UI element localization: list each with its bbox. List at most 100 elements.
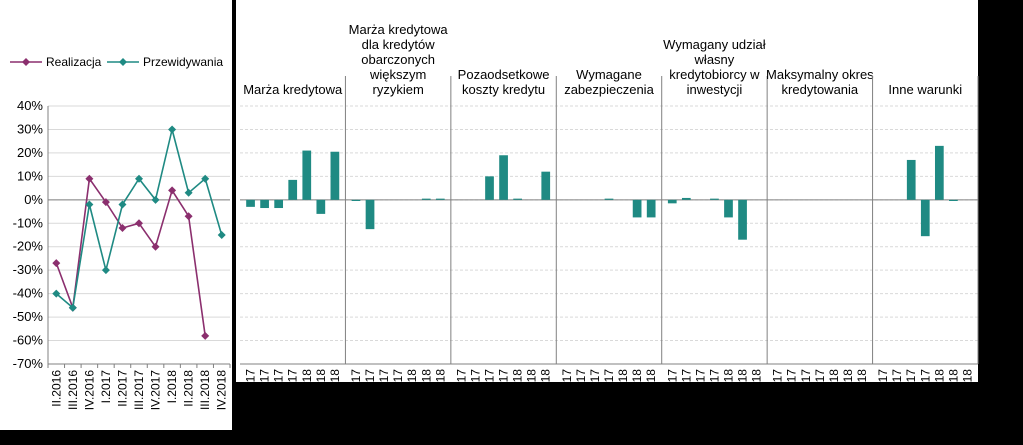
bar: [949, 199, 958, 201]
group-title: własny: [694, 52, 735, 67]
bar-tick-label: 17: [890, 369, 904, 383]
bar-tick-label: 18: [539, 369, 553, 383]
bar: [499, 155, 508, 200]
x-tick-label: II.2017: [115, 370, 129, 407]
group-title: ryzykiem: [373, 82, 424, 97]
bar-tick-label: 18: [946, 369, 960, 383]
legend-marker: [119, 58, 127, 66]
bar-tick-label: 18: [736, 369, 750, 383]
bar-tick-label: 18: [511, 369, 525, 383]
group-title: Pozaodsetkowe: [458, 67, 550, 82]
data-point-marker: [68, 303, 77, 312]
bar: [485, 176, 494, 200]
x-tick-label: II.2018: [182, 370, 196, 407]
line-chart-panel: [0, 0, 232, 430]
bar: [274, 199, 284, 209]
x-tick-label: IV.2016: [82, 370, 96, 411]
y-tick-label: -30%: [13, 262, 44, 277]
bar-tick-label: 17: [918, 369, 932, 383]
data-point-marker: [168, 186, 177, 195]
group-title: zabezpieczenia: [564, 82, 654, 97]
data-point-marker: [168, 125, 177, 134]
bar: [351, 199, 361, 201]
data-point-marker: [118, 200, 127, 209]
x-tick-label: I.2018: [165, 370, 179, 404]
bar-tick-label: 18: [433, 369, 447, 383]
bar-tick-label: 17: [258, 369, 272, 383]
y-tick-label: 30%: [17, 121, 43, 136]
bar-tick-label: 17: [244, 369, 258, 383]
data-point-marker: [151, 242, 160, 251]
bar-tick-label: 17: [454, 369, 468, 383]
series-line-realizacja: [55, 176, 206, 337]
data-point-marker: [118, 223, 127, 232]
y-tick-label: -10%: [13, 215, 44, 230]
y-tick-label: 20%: [17, 145, 43, 160]
bar: [710, 198, 719, 200]
data-point-marker: [52, 289, 61, 298]
data-point-marker: [184, 212, 193, 221]
bar-tick-label: 17: [679, 369, 693, 383]
data-point-marker: [184, 188, 193, 197]
bar-tick-label: 17: [349, 369, 363, 383]
legend-label: Realizacja: [46, 55, 102, 69]
data-point-marker: [201, 331, 210, 340]
data-point-marker: [151, 195, 160, 204]
bar-tick-label: 18: [644, 369, 658, 383]
bar-tick-label: 18: [932, 369, 946, 383]
bar-tick-label: 18: [630, 369, 644, 383]
bar-tick-label: 18: [827, 369, 841, 383]
y-tick-label: -20%: [13, 239, 44, 254]
bar: [365, 199, 375, 230]
y-tick-label: -60%: [13, 333, 44, 348]
bar: [260, 199, 269, 209]
bar-tick-label: 18: [841, 369, 855, 383]
bar-tick-label: 18: [405, 369, 419, 383]
group-title: Maksymalny okres: [766, 67, 874, 82]
x-tick-label: IV.2017: [149, 370, 163, 411]
y-tick-label: 10%: [17, 168, 43, 183]
bar: [906, 159, 916, 200]
group-title: Inne warunki: [888, 82, 962, 97]
bar: [920, 199, 930, 237]
bar: [604, 198, 614, 200]
bar-tick-label: 17: [574, 369, 588, 383]
bar-tick-label: 17: [799, 369, 813, 383]
bar-tick-label: 18: [300, 369, 314, 383]
bar-tick-label: 17: [588, 369, 602, 383]
bar-tick-label: 17: [771, 369, 785, 383]
bar: [421, 198, 431, 200]
bar: [330, 151, 340, 200]
bar: [302, 150, 312, 200]
x-tick-label: III.2016: [66, 370, 80, 410]
data-point-marker: [201, 174, 210, 183]
bar-tick-label: 18: [721, 369, 735, 383]
group-title: Marża kredytowa: [243, 82, 343, 97]
bar-tick-label: 17: [693, 369, 707, 383]
bar: [646, 199, 656, 218]
data-point-marker: [217, 231, 226, 239]
bar-tick-label: 18: [525, 369, 539, 383]
bar-tick-label: 17: [785, 369, 799, 383]
bar: [316, 199, 326, 214]
y-tick-label: -50%: [13, 309, 44, 324]
bar: [632, 199, 642, 218]
bar-tick-label: 17: [286, 369, 300, 383]
bar: [681, 197, 691, 200]
bar-chart-panel: [236, 0, 978, 382]
group-title: obarczonych: [361, 52, 435, 67]
bar: [513, 198, 522, 200]
bar-tick-label: 18: [419, 369, 433, 383]
bar: [288, 179, 298, 200]
bar-tick-label: 18: [314, 369, 328, 383]
bar-tick-label: 18: [328, 369, 342, 383]
bar-tick-label: 18: [750, 369, 764, 383]
bar-tick-label: 18: [616, 369, 630, 383]
bar: [934, 145, 944, 200]
data-point-marker: [85, 174, 94, 183]
group-title: Wymagane: [576, 67, 642, 82]
legend-label: Przewidywania: [143, 55, 223, 69]
